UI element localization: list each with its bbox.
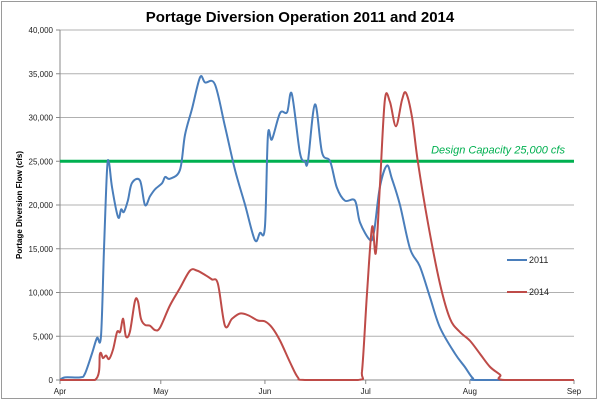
x-tick-label: Jun xyxy=(258,387,271,396)
y-tick-label: 0 xyxy=(49,376,54,385)
y-tick-label: 5,000 xyxy=(33,332,54,341)
y-tick-label: 10,000 xyxy=(29,289,54,298)
y-tick-label: 20,000 xyxy=(29,201,54,210)
x-tick-label: Aug xyxy=(463,387,477,396)
legend-label-2014: 2014 xyxy=(529,287,549,297)
y-axis-label: Portage Diversion Flow (cfs) xyxy=(15,151,24,259)
y-tick-label: 30,000 xyxy=(29,114,54,123)
x-tick-label: Sep xyxy=(567,387,582,396)
chart-title: Portage Diversion Operation 2011 and 201… xyxy=(146,9,455,26)
series-line-2011 xyxy=(59,75,574,382)
y-tick-label: 40,000 xyxy=(29,26,54,35)
y-tick-label: 25,000 xyxy=(29,157,54,166)
x-tick-label: Apr xyxy=(54,387,67,396)
x-tick-label: Jul xyxy=(361,387,371,396)
y-tick-label: 15,000 xyxy=(29,245,54,254)
series-line-2014 xyxy=(59,91,574,382)
x-tick-label: May xyxy=(153,387,168,396)
design-capacity-label: Design Capacity 25,000 cfs xyxy=(431,144,565,156)
legend-label-2011: 2011 xyxy=(529,255,548,265)
y-tick-label: 35,000 xyxy=(29,70,54,79)
